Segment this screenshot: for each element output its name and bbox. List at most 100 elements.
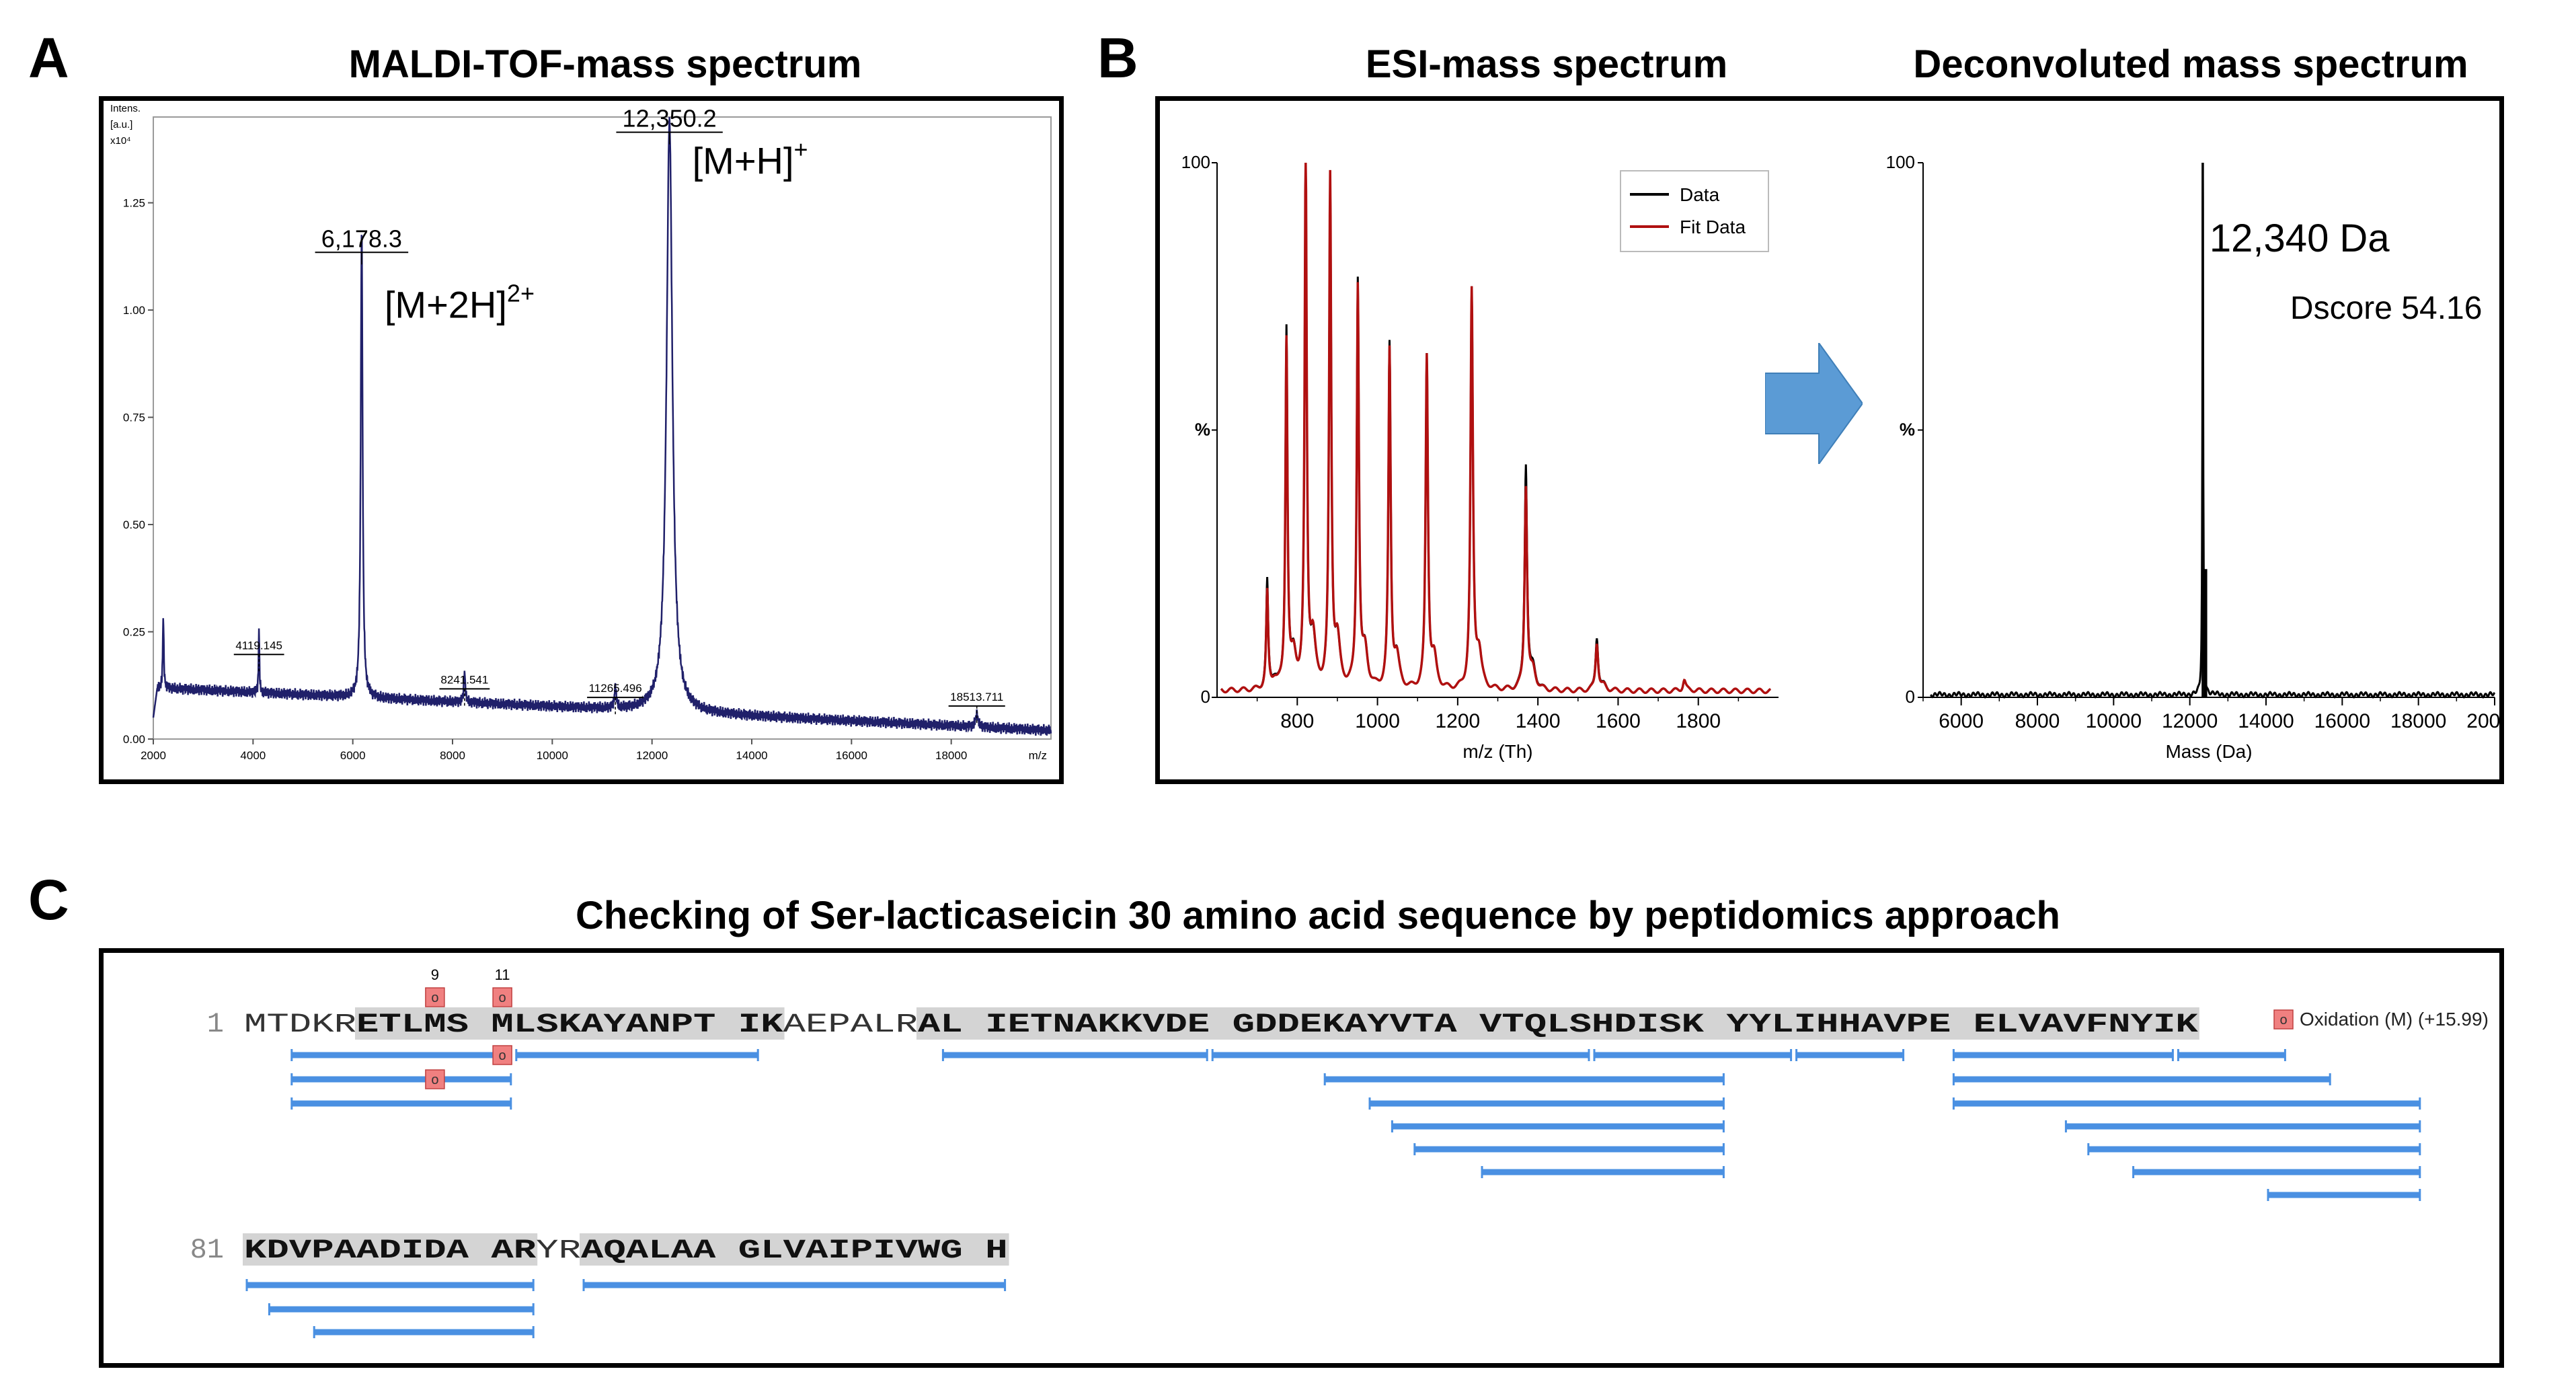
sequence-row-start-number: 81 — [190, 1234, 224, 1266]
panel-b-letter: B — [1097, 26, 1138, 89]
esi-xtick-label: 1200 — [1435, 710, 1480, 732]
maldi-ytick-label: 0.75 — [123, 412, 145, 424]
esi-xtick-label: 1600 — [1596, 710, 1641, 732]
maldi-ytick-label: 1.25 — [123, 197, 145, 210]
deconv-spectrum-trace — [1930, 162, 2496, 699]
maldi-peak-label: 11265.496 — [589, 682, 642, 695]
panel-c-title: Checking of Ser-lacticaseicin 30 amino a… — [576, 894, 2060, 937]
modification-position-label: 11 — [495, 966, 510, 983]
sequence-coverage-highlight — [916, 1007, 2199, 1040]
oxidation-marker — [425, 987, 445, 1007]
sequence-segment-covered: KDVPAADIDA AR — [244, 1236, 536, 1266]
maldi-xlabel: m/z — [1029, 749, 1047, 762]
deconv-xtick-label: 6000 — [1939, 710, 1984, 732]
maldi-ion-charge: + — [794, 136, 808, 163]
maldi-ytick-label: 1.00 — [123, 304, 145, 317]
deconv-xtick-label: 8000 — [2015, 710, 2060, 732]
maldi-xtick-label: 12000 — [636, 749, 668, 762]
maldi-xtick-label: 6000 — [340, 749, 366, 762]
arrow-icon — [1764, 340, 1864, 467]
panel-b-title-right: Deconvoluted mass spectrum — [1913, 42, 2468, 86]
deconv-xtick-label: 10000 — [2086, 710, 2142, 732]
maldi-xtick-label: 4000 — [240, 749, 266, 762]
esi-xtick-label: 1400 — [1516, 710, 1561, 732]
oxidation-marker — [425, 1069, 445, 1089]
deconvoluted-spectrum-chart: 100% 0 6000 8000 10000 12000 14000 16000 18000 20… — [1886, 152, 2501, 762]
sequence-segment-covered: AL IETNAKKVDE GDDEKAYVTA VTQLSHDISK YYLI… — [918, 1010, 2198, 1040]
maldi-ytick-label: 0.00 — [123, 733, 145, 746]
deconv-dscore-annotation: Dscore 54.16 — [2290, 291, 2483, 326]
oxidation-marker-symbol: o — [499, 991, 506, 1005]
maldi-ion-label: [M+2H]2+ — [385, 279, 535, 325]
maldi-ylabel-line: [a.u.] — [110, 119, 132, 130]
oxidation-legend-marker — [2273, 1009, 2294, 1030]
oxidation-marker — [492, 987, 512, 1007]
maldi-xtick-label: 8000 — [440, 749, 465, 762]
sequence-coverage-highlight — [243, 1233, 538, 1266]
esi-xtick-label: 800 — [1280, 710, 1314, 732]
deconv-ytick-label: 100 — [1886, 152, 1915, 172]
esi-xlabel: m/z (Th) — [1462, 741, 1532, 762]
panel-b-title-left: ESI-mass spectrum — [1365, 42, 1728, 86]
sequence-coverage-highlight — [355, 1007, 785, 1040]
deconv-xtick-label: 20000 — [2466, 710, 2501, 732]
esi-legend-label: Fit Data — [1680, 217, 1746, 237]
esi-legend: Data Fit Data — [1620, 170, 1769, 252]
maldi-ytick-label: 0.50 — [123, 518, 145, 531]
oxidation-marker-symbol: o — [431, 991, 438, 1005]
modification-position-label: 9 — [431, 966, 439, 983]
maldi-peak-label: 8241.541 — [440, 673, 488, 686]
maldi-ion-formula: [M+H] — [693, 140, 794, 182]
panel-a-title: MALDI-TOF-mass spectrum — [348, 42, 862, 86]
maldi-peak-label: 18513.711 — [950, 691, 1003, 703]
maldi-ylabel-line: Intens. — [110, 104, 141, 114]
maldi-peak-label: 4119.145 — [235, 639, 282, 652]
esi-series-fit-data — [1220, 162, 1772, 695]
maldi-ion-formula: [M+2H] — [385, 283, 507, 325]
oxidation-marker — [492, 1045, 512, 1065]
deconv-xtick-label: 18000 — [2390, 710, 2446, 732]
esi-ytick-label: 0 — [1201, 687, 1210, 707]
maldi-ytick-label: 0.25 — [123, 626, 145, 639]
maldi-xtick-label: 16000 — [836, 749, 867, 762]
sequence-row-start-number: 1 — [207, 1008, 224, 1040]
sequence-segment-uncovered: YR — [536, 1236, 581, 1266]
maldi-spectrum-chart: Intens. [a.u.] x10⁴ 0.00 0.25 0.50 0.75 1.00 1.2… — [110, 104, 1052, 762]
esi-xtick-label: 1800 — [1676, 710, 1721, 732]
maldi-ion-label: [M+H]+ — [693, 136, 808, 182]
esi-spectrum-chart: 100% 0 800 1000 1200 1400 1600 1800 m/z (Th) Data… — [1181, 152, 1779, 762]
sequence-segment-uncovered: MTDKR — [244, 1010, 356, 1040]
esi-legend-label: Data — [1680, 184, 1720, 205]
oxidation-marker-symbol: o — [499, 1048, 506, 1063]
maldi-xtick-label: 18000 — [935, 749, 967, 762]
esi-legend-box — [1620, 170, 1769, 252]
maldi-xtick-label: 2000 — [141, 749, 166, 762]
maldi-xtick-label: 10000 — [537, 749, 568, 762]
oxidation-legend-label: Oxidation (M) (+15.99) — [2300, 1009, 2489, 1030]
sequence-segment-covered: AQALAA GLVAIPIVWG H — [581, 1236, 1008, 1266]
oxidation-legend-marker-symbol: o — [2279, 1013, 2287, 1028]
sequence-segment-uncovered: AEPALR — [783, 1010, 918, 1040]
deconv-xlabel: Mass (Da) — [2165, 741, 2252, 762]
maldi-plot-area — [153, 116, 1052, 740]
esi-ytick-label: % — [1195, 420, 1210, 440]
oxidation-marker-symbol: o — [431, 1073, 438, 1087]
maldi-peak-label: 6,178.3 — [321, 225, 402, 252]
deconv-xtick-label: 14000 — [2238, 710, 2294, 732]
esi-xtick-label: 1000 — [1355, 710, 1400, 732]
deconv-xtick-label: 16000 — [2314, 710, 2370, 732]
panel-a-letter: A — [28, 26, 69, 89]
sequence-coverage-map: 1 MTDKR ETLMS MLSKAYANPT IK AEPALR AL IETNAK… — [190, 966, 2489, 1338]
deconv-mass-annotation: 12,340 Da — [2210, 217, 2390, 260]
sequence-coverage-highlight — [580, 1233, 1009, 1266]
sequence-segment-covered: ETLMS MLSKAYANPT IK — [356, 1010, 783, 1040]
deconv-ytick-label: 0 — [1906, 687, 1915, 707]
maldi-ion-charge: 2+ — [507, 279, 535, 307]
deconv-ytick-label: % — [1900, 420, 1915, 440]
esi-ytick-label: 100 — [1181, 152, 1210, 172]
maldi-spectrum-trace — [152, 116, 1052, 736]
maldi-ylabel-line: x10⁴ — [110, 135, 131, 147]
panel-c-letter: C — [28, 868, 69, 931]
maldi-xtick-label: 14000 — [736, 749, 767, 762]
deconv-xtick-label: 12000 — [2162, 710, 2218, 732]
